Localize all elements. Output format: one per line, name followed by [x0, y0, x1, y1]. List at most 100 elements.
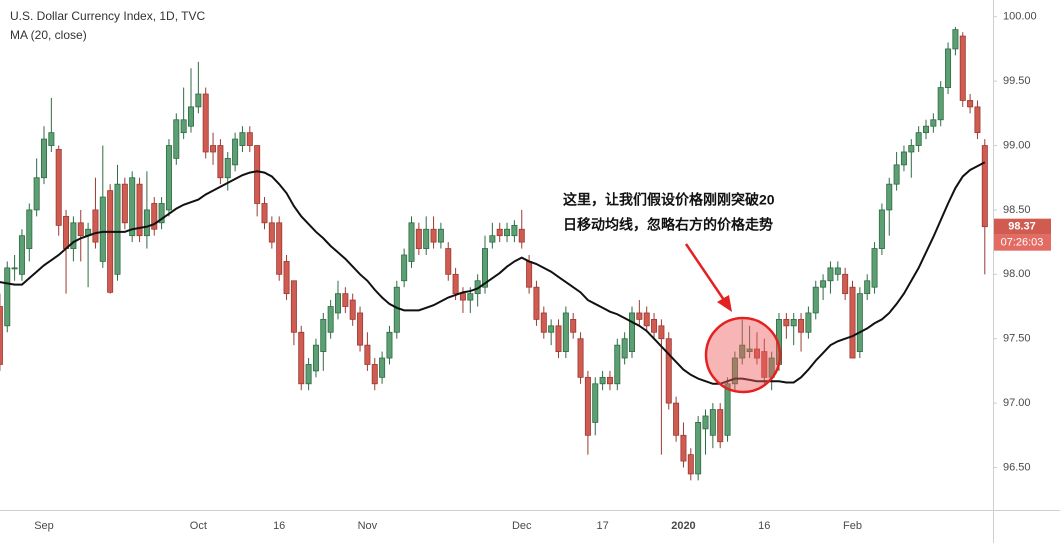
y-tick-label: 97.00 — [1003, 397, 1031, 409]
candle-body — [165, 145, 172, 211]
highlight-circle — [704, 316, 782, 394]
candle-body — [871, 248, 878, 288]
y-tick-label: 98.00 — [1003, 268, 1031, 280]
candle-body — [217, 145, 224, 179]
candle-body — [349, 299, 356, 320]
x-tick-label: Sep — [34, 520, 54, 532]
candle-body — [724, 383, 731, 436]
candle-body — [812, 286, 819, 314]
candle-body — [643, 312, 650, 327]
candle-body — [11, 267, 18, 270]
candle-body — [548, 325, 555, 333]
candle-body — [55, 148, 62, 226]
candle-body — [856, 293, 863, 352]
candle-body — [673, 402, 680, 436]
ma-line — [0, 161, 986, 385]
candle-body — [717, 409, 724, 443]
candle-body — [290, 280, 297, 333]
candle-body — [790, 318, 797, 327]
candle-body — [570, 318, 577, 333]
candle-body — [312, 344, 319, 372]
x-tick-label: Oct — [190, 520, 207, 532]
candle-body — [731, 357, 738, 385]
candle-body — [232, 138, 239, 166]
candle-body — [518, 228, 525, 243]
x-tick-label: Dec — [512, 520, 532, 532]
candle-body — [371, 364, 378, 385]
candle-body — [415, 228, 422, 249]
countdown-box — [994, 234, 1051, 251]
candle-body — [298, 331, 305, 385]
candle-body — [77, 222, 84, 237]
candle-body — [364, 344, 371, 365]
candle-body — [827, 267, 834, 282]
candle-body — [393, 286, 400, 333]
candle-body — [739, 344, 746, 359]
candle-body — [0, 306, 3, 365]
candle-body — [180, 119, 187, 134]
candle-body — [224, 158, 231, 179]
candle-body — [629, 312, 636, 352]
candle-body — [114, 183, 121, 275]
candle-body — [452, 273, 459, 295]
candle-body — [937, 87, 944, 121]
price-label-box — [994, 218, 1051, 235]
candle-body — [320, 318, 327, 352]
candle-body — [408, 222, 415, 262]
candle-body — [129, 177, 136, 237]
candle-body — [4, 267, 11, 327]
candle-body — [658, 325, 665, 340]
candle-body — [952, 29, 959, 50]
candle-body — [849, 286, 856, 359]
candle-body — [187, 106, 194, 127]
candle-body — [621, 338, 628, 359]
candle-body — [687, 454, 694, 475]
candle-body — [151, 203, 158, 230]
x-tick-label: 17 — [596, 520, 608, 532]
candle-body — [283, 261, 290, 295]
legend-entry: MA (20, close) — [10, 28, 87, 42]
chart-title: U.S. Dollar Currency Index, 1D, TVC — [10, 9, 206, 23]
candle-body — [959, 35, 966, 101]
candle-body — [908, 145, 915, 153]
candle-body — [753, 348, 760, 359]
candle-body — [504, 228, 511, 237]
candle-body — [276, 222, 283, 275]
candle-body — [511, 224, 518, 237]
candle-body — [577, 338, 584, 378]
candle-body — [239, 132, 246, 146]
candle-body — [533, 286, 540, 320]
price-label: 98.37 — [1008, 221, 1036, 233]
candle-body — [327, 306, 334, 333]
candle-body — [210, 145, 217, 153]
annotation: 日移动均线，忽略右方的价格走势 — [563, 217, 773, 233]
candle-body — [423, 228, 430, 249]
x-tick-label: Nov — [358, 520, 378, 532]
candle-body — [783, 318, 790, 327]
candle-body — [481, 248, 488, 288]
candle-body — [967, 100, 974, 108]
candle-body — [614, 344, 621, 385]
candle-body — [606, 376, 613, 385]
candle-body — [842, 273, 849, 295]
candle-body — [437, 228, 444, 243]
countdown: 07:26:03 — [1001, 237, 1044, 249]
candle-body — [805, 312, 812, 333]
candle-body — [107, 190, 114, 293]
candle-body — [41, 138, 48, 179]
candle-body — [893, 164, 900, 185]
arrow-shaft — [684, 243, 728, 304]
candle-body — [195, 93, 202, 108]
candle-body — [305, 364, 312, 385]
candle-body — [18, 235, 25, 275]
annotation: 这里，让我们假设价格刚刚突破20 — [563, 192, 775, 208]
candle-body — [526, 261, 533, 288]
candle-body — [121, 183, 128, 224]
x-tick-label: 16 — [758, 520, 770, 532]
candle-body — [562, 312, 569, 352]
y-tick-label: 99.00 — [1003, 139, 1031, 151]
candle-body — [665, 338, 672, 404]
candle-body — [746, 348, 753, 352]
candle-body — [900, 151, 907, 166]
